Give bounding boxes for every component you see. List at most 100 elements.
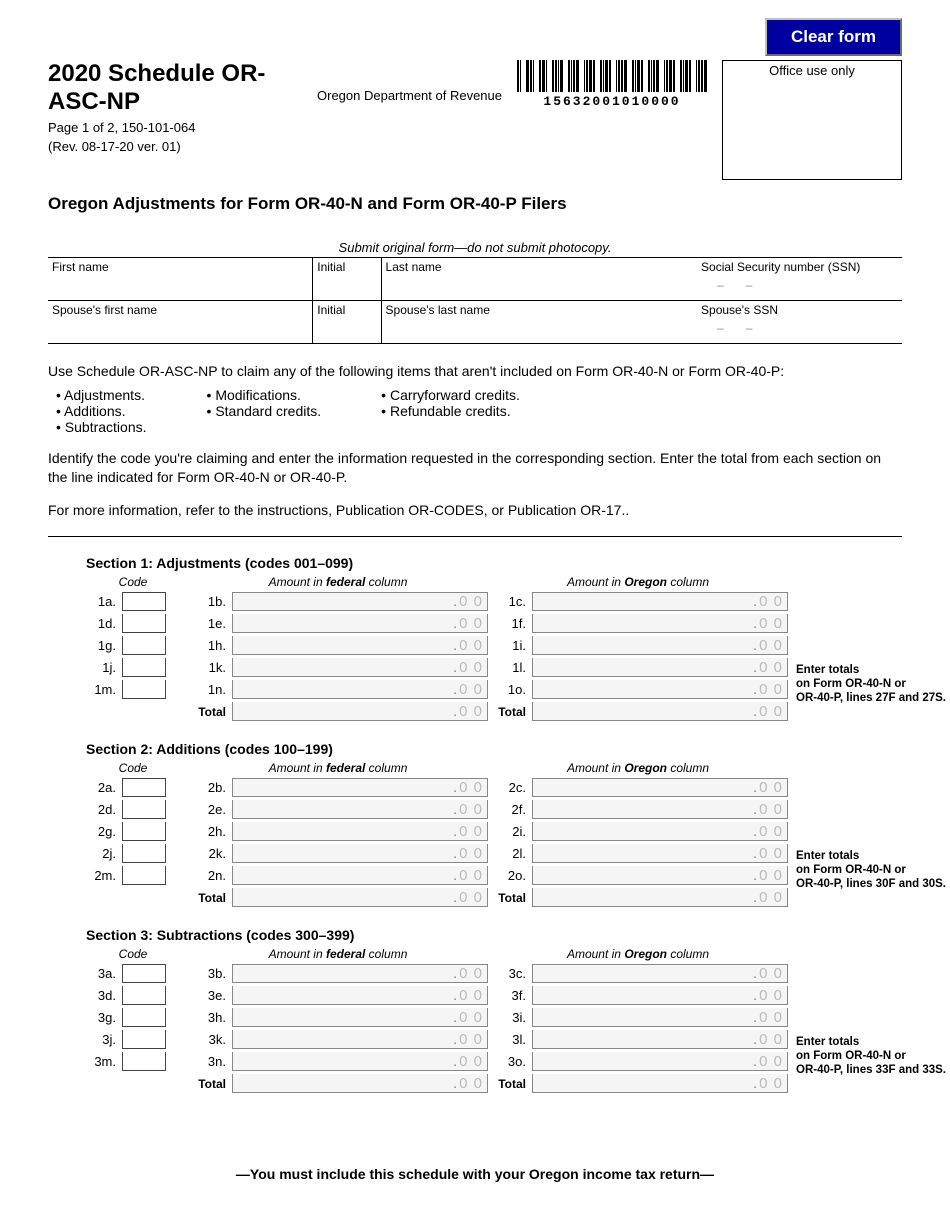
amount-input[interactable]: .0 0 — [232, 680, 488, 699]
amount-row-label: 3c. — [488, 966, 532, 981]
amount-row-label: 1c. — [488, 594, 532, 609]
federal-amount-column: 3b..0 03e..0 03h..0 03k..0 03n..0 0Total… — [188, 963, 488, 1095]
amount-row-label: 2i. — [488, 824, 532, 839]
side-note-spacer — [788, 947, 950, 963]
amount-input[interactable]: .0 0 — [232, 1008, 488, 1027]
amount-input[interactable]: .0 0 — [232, 658, 488, 677]
amount-row-label: 3f. — [488, 988, 532, 1003]
amount-row-label: 3o. — [488, 1054, 532, 1069]
amount-row-label: 2o. — [488, 868, 532, 883]
code-input[interactable] — [122, 986, 166, 1005]
code-input[interactable] — [122, 1030, 166, 1049]
intro-para-3: For more information, refer to the instr… — [48, 501, 902, 520]
amount-input[interactable]: .0 0 — [532, 1030, 788, 1049]
amount-row-label: 2e. — [188, 802, 232, 817]
amount-row-label: 1f. — [488, 616, 532, 631]
amount-input[interactable]: .0 0 — [532, 964, 788, 983]
amount-input[interactable]: .0 0 — [532, 614, 788, 633]
form-title: 2020 Schedule OR-ASC-NP — [48, 60, 267, 116]
amount-row-label: 2h. — [188, 824, 232, 839]
section-grid: CodeAmount in federal columnAmount in Or… — [78, 575, 902, 723]
code-input[interactable] — [122, 800, 166, 819]
code-row-label: 2g. — [78, 824, 122, 839]
code-input[interactable] — [122, 614, 166, 633]
amount-row-label: 1o. — [488, 682, 532, 697]
last-name-field[interactable]: Last name — [381, 258, 697, 301]
amount-input[interactable]: .0 0 — [232, 800, 488, 819]
amount-input[interactable]: .0 0 — [532, 844, 788, 863]
amount-input[interactable]: .0 0 — [532, 592, 788, 611]
intro-para-2: Identify the code you're claiming and en… — [48, 449, 902, 487]
amount-total: .0 0 — [532, 702, 788, 721]
amount-input[interactable]: .0 0 — [232, 866, 488, 885]
amount-input[interactable]: .0 0 — [532, 986, 788, 1005]
code-input[interactable] — [122, 844, 166, 863]
code-input[interactable] — [122, 658, 166, 677]
amount-input[interactable]: .0 0 — [232, 844, 488, 863]
amount-input[interactable]: .0 0 — [532, 1008, 788, 1027]
code-input[interactable] — [122, 1052, 166, 1071]
initial-field[interactable]: Initial — [313, 258, 381, 301]
first-name-field[interactable]: First name — [48, 258, 313, 301]
amount-input[interactable]: .0 0 — [532, 822, 788, 841]
spouse-ssn-field[interactable]: Spouse's SSN –– — [697, 301, 902, 344]
amount-input[interactable]: .0 0 — [232, 614, 488, 633]
total-label: Total — [188, 1077, 232, 1091]
spouse-initial-field[interactable]: Initial — [313, 301, 381, 344]
rev-meta: (Rev. 08-17-20 ver. 01) — [48, 139, 267, 154]
section-grid: CodeAmount in federal columnAmount in Or… — [78, 761, 902, 909]
spouse-first-name-field[interactable]: Spouse's first name — [48, 301, 313, 344]
amount-input[interactable]: .0 0 — [232, 1052, 488, 1071]
spouse-last-name-field[interactable]: Spouse's last name — [381, 301, 697, 344]
amount-input[interactable]: .0 0 — [532, 800, 788, 819]
form-page: 2020 Schedule OR-ASC-NP Page 1 of 2, 150… — [0, 0, 950, 1095]
section-side-note: Enter totalson Form OR-40-N orOR-40-P, l… — [788, 963, 950, 1095]
amount-input[interactable]: .0 0 — [232, 592, 488, 611]
amount-input[interactable]: .0 0 — [532, 680, 788, 699]
barcode-number: 15632001010000 — [512, 94, 712, 109]
amount-input[interactable]: .0 0 — [532, 778, 788, 797]
amount-input[interactable]: .0 0 — [232, 636, 488, 655]
clear-form-button[interactable]: Clear form — [765, 18, 902, 56]
amount-input[interactable]: .0 0 — [232, 986, 488, 1005]
divider-line — [48, 536, 902, 537]
amount-input[interactable]: .0 0 — [232, 1030, 488, 1049]
code-input[interactable] — [122, 822, 166, 841]
code-input[interactable] — [122, 592, 166, 611]
amount-row-label: 3k. — [188, 1032, 232, 1047]
code-input[interactable] — [122, 1008, 166, 1027]
amount-total: .0 0 — [532, 1074, 788, 1093]
section-side-note: Enter totalson Form OR-40-N orOR-40-P, l… — [788, 591, 950, 723]
bullet-item: Refundable credits. — [381, 403, 520, 419]
amount-row-label: 1h. — [188, 638, 232, 653]
amount-input[interactable]: .0 0 — [232, 778, 488, 797]
amount-input[interactable]: .0 0 — [232, 822, 488, 841]
bullet-item: Modifications. — [207, 387, 322, 403]
amount-input[interactable]: .0 0 — [532, 1052, 788, 1071]
code-column: 2a.2d.2g.2j.2m. — [78, 777, 188, 909]
code-input[interactable] — [122, 636, 166, 655]
bullet-item: Subtractions. — [56, 419, 147, 435]
code-input[interactable] — [122, 680, 166, 699]
code-input[interactable] — [122, 778, 166, 797]
federal-column-header: Amount in federal column — [188, 575, 488, 589]
code-row-label: 3d. — [78, 988, 122, 1003]
intro-lead: Use Schedule OR-ASC-NP to claim any of t… — [48, 362, 902, 381]
amount-row-label: 2l. — [488, 846, 532, 861]
ssn-field[interactable]: Social Security number (SSN) –– — [697, 258, 902, 301]
federal-amount-column: 1b..0 01e..0 01h..0 01k..0 01n..0 0Total… — [188, 591, 488, 723]
amount-row-label: 1b. — [188, 594, 232, 609]
total-label: Total — [488, 891, 532, 905]
section-title: Section 3: Subtractions (codes 300–399) — [86, 927, 902, 943]
oregon-column-header: Amount in Oregon column — [488, 761, 788, 775]
code-input[interactable] — [122, 866, 166, 885]
code-input[interactable] — [122, 964, 166, 983]
amount-row-label: 2f. — [488, 802, 532, 817]
section-title: Section 2: Additions (codes 100–199) — [86, 741, 902, 757]
submit-note: Submit original form—do not submit photo… — [48, 240, 902, 255]
amount-input[interactable]: .0 0 — [532, 866, 788, 885]
amount-input[interactable]: .0 0 — [532, 658, 788, 677]
identity-table: First name Initial Last name Social Secu… — [48, 257, 902, 344]
amount-input[interactable]: .0 0 — [532, 636, 788, 655]
amount-input[interactable]: .0 0 — [232, 964, 488, 983]
